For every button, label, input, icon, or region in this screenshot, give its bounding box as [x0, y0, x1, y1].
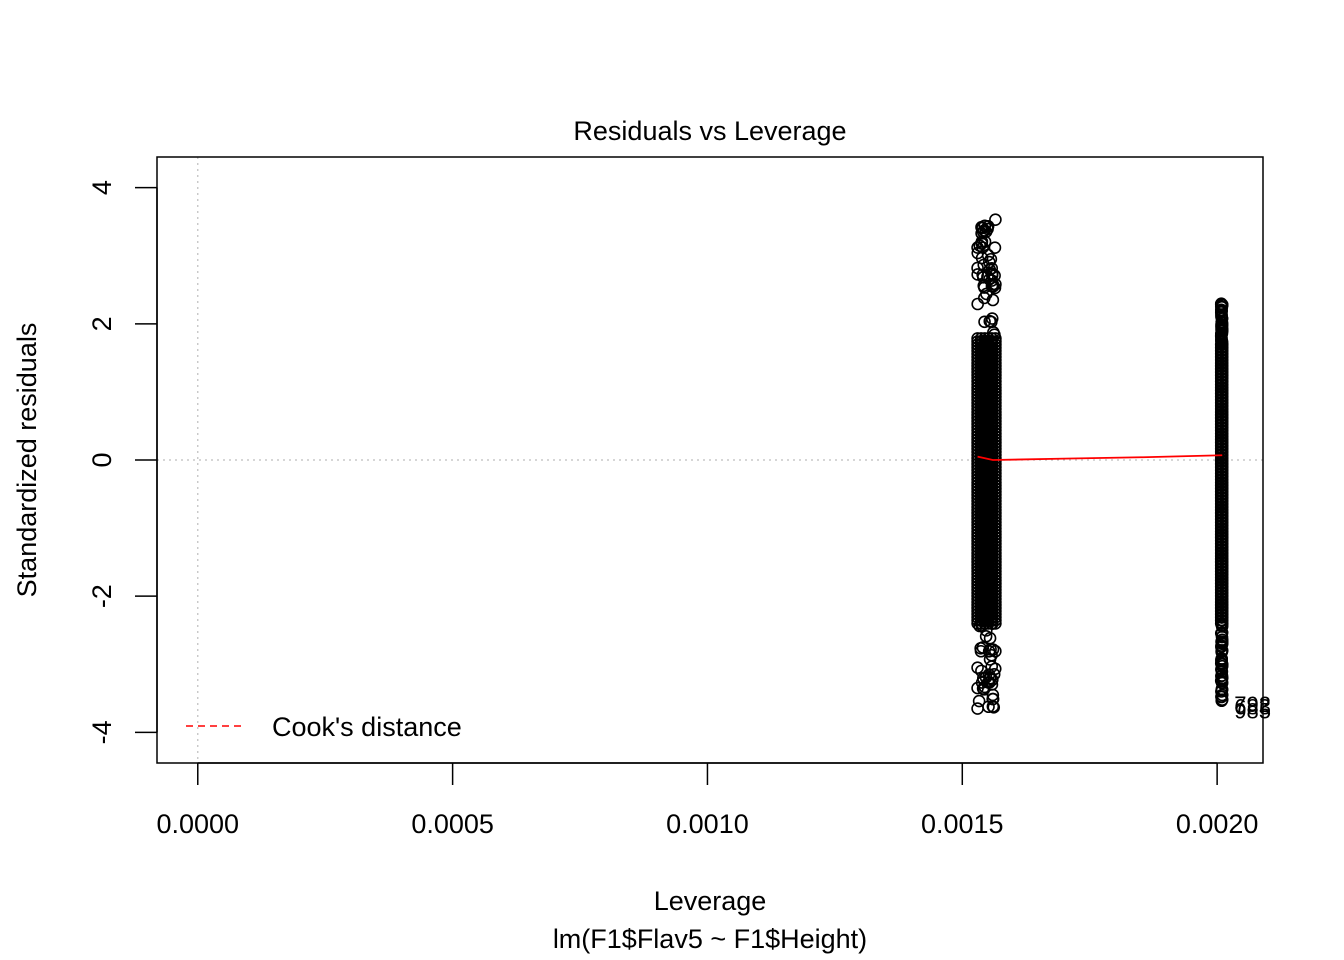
data-point [1215, 665, 1229, 678]
data-point [988, 662, 1002, 676]
data-point [1215, 637, 1229, 651]
data-point [985, 648, 998, 662]
legend-label-cooks-distance: Cook's distance [272, 712, 462, 742]
smooth-line [977, 454, 1223, 461]
x-tick-label: 0.0020 [1176, 809, 1259, 839]
data-point [984, 252, 998, 266]
data-point [976, 641, 990, 654]
data-point [976, 241, 989, 254]
y-tick-label: -2 [87, 584, 117, 608]
x-tick-label: 0.0010 [666, 809, 749, 839]
data-point [1215, 688, 1229, 702]
data-point [971, 268, 984, 281]
chart-title: Residuals vs Leverage [573, 116, 846, 146]
data-point [971, 661, 984, 674]
data-point [984, 643, 997, 656]
data-point [978, 219, 992, 233]
data-point [975, 619, 989, 632]
y-tick-label: 2 [87, 316, 117, 331]
y-axis-label: Standardized residuals [12, 323, 42, 598]
data-point [972, 694, 986, 708]
data-point [988, 241, 1002, 254]
point-label: 683 [1234, 694, 1271, 719]
data-point [981, 222, 994, 236]
data-point [971, 681, 984, 695]
data-point [1215, 319, 1229, 333]
data-points [971, 213, 1229, 715]
data-point [973, 239, 987, 252]
data-point [1215, 298, 1229, 312]
legend: Cook's distance [186, 712, 462, 742]
data-point [971, 241, 984, 254]
point-label: 985 [1234, 699, 1271, 724]
x-axis-label: Leverage [654, 886, 767, 916]
reference-lines [157, 157, 1263, 763]
data-point [986, 700, 1000, 713]
data-point [1215, 657, 1229, 671]
smooth-line-group [977, 454, 1223, 461]
data-point [989, 278, 1002, 291]
plot-frame [156, 156, 1264, 764]
data-point [986, 293, 1000, 307]
data-point [1215, 693, 1229, 706]
y-tick-label: 0 [87, 452, 117, 467]
data-point [971, 702, 984, 715]
data-point [976, 268, 989, 282]
data-point [978, 315, 991, 329]
x-tick-label: 0.0000 [156, 809, 239, 839]
data-point [986, 692, 999, 706]
data-point [1215, 324, 1229, 337]
y-tick-label: 4 [87, 180, 117, 195]
data-point [1215, 620, 1229, 633]
data-point [989, 213, 1002, 226]
point-label: 792 [1234, 692, 1271, 717]
chart-subtitle: lm(F1$Flav5 ~ F1$Height) [553, 924, 867, 954]
data-point [1214, 657, 1228, 670]
x-tick-label: 0.0015 [921, 809, 1004, 839]
data-point [987, 326, 1000, 339]
x-tick-label: 0.0005 [411, 809, 494, 839]
y-tick-label: -4 [87, 720, 117, 744]
data-point [983, 676, 996, 689]
data-point [1215, 304, 1228, 318]
data-point [1215, 653, 1228, 666]
data-point [1215, 644, 1228, 657]
data-point [1215, 671, 1229, 685]
